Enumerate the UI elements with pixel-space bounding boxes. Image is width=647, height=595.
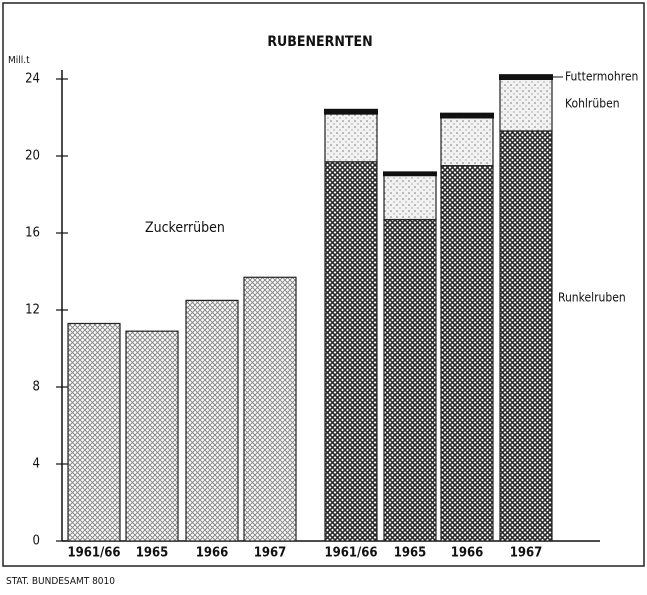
series-label: Runkelruben: [558, 291, 626, 305]
bar-segment: [185, 299, 239, 542]
x-tick-label: 1965: [394, 546, 427, 561]
y-axis-label: Mill.t: [8, 55, 30, 66]
chart-title: RUBENERNTEN: [267, 34, 372, 50]
bar-segment: [440, 112, 494, 119]
bar-segment: [324, 161, 378, 542]
x-tick-label: 1966: [451, 546, 484, 561]
bar-segment: [67, 322, 121, 542]
x-tick-label: 1961/66: [324, 546, 377, 561]
bar-segment: [499, 74, 553, 81]
frame: [2, 2, 645, 567]
series-label: Kohlrüben: [565, 97, 620, 111]
source: STAT. BUNDESAMT 8010: [6, 576, 115, 587]
bar-segment: [383, 171, 437, 177]
y-tick-label: 4: [33, 457, 40, 472]
y-tick-label: 8: [33, 380, 40, 395]
y-tick-label: 12: [25, 303, 40, 318]
bar-segment: [324, 108, 378, 115]
y-tick-label: 24: [25, 72, 40, 87]
y-tick-label: 0: [33, 534, 40, 549]
bar-segment: [383, 218, 437, 542]
series-label: Zuckerrüben: [145, 220, 225, 236]
bar-segment: [499, 130, 553, 542]
bar-segment: [440, 116, 494, 167]
series-label: Futtermohren: [565, 70, 638, 84]
x-tick-label: 1967: [254, 546, 287, 561]
x-tick-label: 1967: [510, 546, 543, 561]
y-tick-label: 16: [25, 226, 40, 241]
bar-segment: [499, 78, 553, 132]
bar-segment: [383, 174, 437, 221]
x-tick-label: 1966: [196, 546, 229, 561]
bar-segment: [125, 330, 179, 542]
y-tick-label: 20: [25, 149, 40, 164]
x-tick-label: 1965: [136, 546, 169, 561]
x-tick-label: 1961/66: [67, 546, 120, 561]
bar-segment: [243, 276, 297, 542]
bar-segment: [324, 113, 378, 163]
bar-segment: [440, 165, 494, 542]
